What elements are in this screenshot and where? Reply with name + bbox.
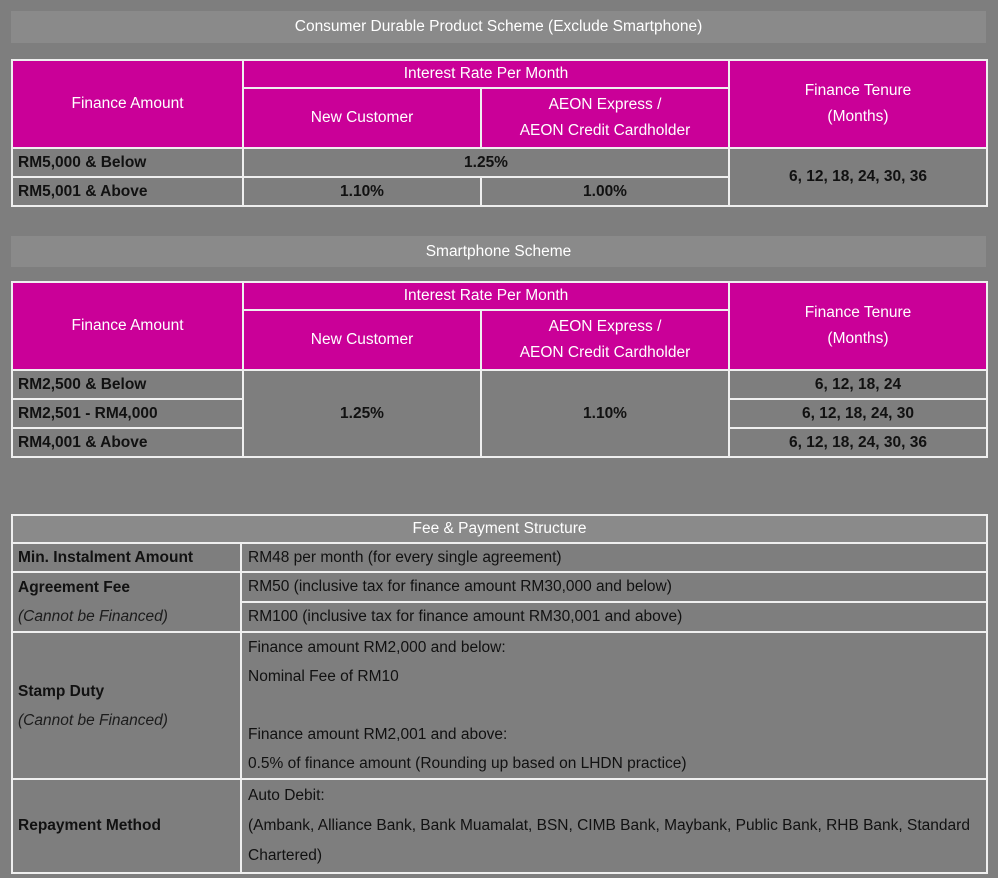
finance-amount-cell: RM4,001 & Above	[11, 427, 244, 458]
fee-table-title: Fee & Payment Structure	[11, 514, 988, 544]
consumer-data-row-2: RM5,001 & Above 1.10% 1.00%	[11, 176, 987, 207]
smartphone-data-row-3: RM4,001 & Above 6, 12, 18, 24, 30, 36	[11, 427, 988, 458]
finance-amount-cell: RM2,501 - RM4,000	[11, 398, 244, 429]
stamp-duty-label: Stamp Duty	[18, 682, 105, 700]
min-instalment-value: RM48 per month (for every single agreeme…	[240, 542, 988, 573]
consumer-header-row-2: New Customer AEON Express / AEON Credit …	[12, 87, 987, 149]
agreement-fee-label: Agreement Fee	[18, 579, 130, 596]
stamp-duty-label-cell: Stamp Duty (Cannot be Financed)	[11, 631, 242, 780]
cardholder-header-line2: AEON Credit Cardholder	[519, 344, 691, 361]
tenure-cell: 6, 12, 18, 24	[728, 369, 988, 400]
agreement-fee-value-2: RM100 (inclusive tax for finance amount …	[240, 601, 988, 633]
repayment-line-2: (Ambank, Alliance Bank, Bank Muamalat, B…	[248, 817, 970, 864]
tenure-cell-merged: 6, 12, 18, 24, 30, 36	[728, 147, 988, 207]
cardholder-header-line2: AEON Credit Cardholder	[519, 122, 691, 139]
stamp-duty-value-cell: Finance amount RM2,000 and below: Nomina…	[240, 631, 988, 780]
interest-rate-header: Interest Rate Per Month	[242, 59, 730, 89]
rate-new-cell-merged: 1.25%	[242, 369, 482, 458]
min-instalment-row: Min. Instalment Amount RM48 per month (f…	[11, 542, 988, 573]
rate-cardholder-cell-merged: 1.10%	[480, 369, 730, 458]
stamp-duty-row: Stamp Duty (Cannot be Financed) Finance …	[11, 631, 988, 780]
smartphone-data-row-2: RM2,501 - RM4,000 6, 12, 18, 24, 30	[11, 398, 988, 429]
new-customer-header: New Customer	[242, 309, 482, 371]
tenure-cell: 6, 12, 18, 24, 30, 36	[728, 427, 988, 458]
smartphone-data-row-1: RM2,500 & Below 1.25% 1.10% 6, 12, 18, 2…	[11, 369, 988, 458]
consumer-durable-title: Consumer Durable Product Scheme (Exclude…	[294, 18, 703, 35]
stamp-duty-line-3: Finance amount RM2,001 and above:	[248, 726, 508, 743]
consumer-header-row-1: Finance Amount Interest Rate Per Month F…	[11, 59, 988, 149]
finance-tenure-header-line1: Finance Tenure	[804, 304, 912, 321]
finance-amount-header: Finance Amount	[11, 59, 244, 149]
min-instalment-label: Min. Instalment Amount	[11, 542, 242, 573]
stamp-duty-note: (Cannot be Financed)	[18, 711, 168, 729]
smartphone-title: Smartphone Scheme	[425, 242, 572, 260]
repayment-method-label: Repayment Method	[11, 778, 242, 874]
agreement-fee-label-cell: Agreement Fee (Cannot be Financed)	[11, 571, 242, 633]
rate-cell-merged: 1.25%	[242, 147, 730, 178]
repayment-method-row: Repayment Method Auto Debit: (Ambank, Al…	[11, 778, 988, 874]
fee-payment-table: Fee & Payment Structure Min. Instalment …	[11, 514, 988, 874]
agreement-fee-value-1: RM50 (inclusive tax for finance amount R…	[240, 571, 988, 603]
finance-tenure-header: Finance Tenure (Months)	[728, 59, 988, 149]
finance-amount-cell: RM5,000 & Below	[11, 147, 244, 178]
consumer-durable-title-bar: Consumer Durable Product Scheme (Exclude…	[11, 11, 986, 43]
agreement-fee-row-2: RM100 (inclusive tax for finance amount …	[12, 601, 988, 633]
repayment-method-value-cell: Auto Debit: (Ambank, Alliance Bank, Bank…	[240, 778, 988, 874]
finance-amount-cell: RM2,500 & Below	[11, 369, 244, 400]
stamp-duty-line-4: 0.5% of finance amount (Rounding up base…	[248, 755, 687, 772]
smartphone-header-row-2: New Customer AEON Express / AEON Credit …	[12, 309, 987, 371]
stamp-duty-line-2: Nominal Fee of RM10	[248, 668, 399, 685]
new-customer-header: New Customer	[242, 87, 482, 149]
rate-cardholder-cell: 1.00%	[480, 176, 730, 207]
smartphone-header-row-1: Finance Amount Interest Rate Per Month F…	[11, 281, 988, 371]
cardholder-header: AEON Express / AEON Credit Cardholder	[480, 309, 730, 371]
consumer-durable-table: Finance Amount Interest Rate Per Month F…	[11, 59, 988, 207]
stamp-duty-line-1: Finance amount RM2,000 and below:	[248, 639, 506, 656]
cardholder-header-line1: AEON Express /	[548, 318, 662, 335]
cardholder-header: AEON Express / AEON Credit Cardholder	[480, 87, 730, 149]
rate-new-cell: 1.10%	[242, 176, 482, 207]
smartphone-table: Finance Amount Interest Rate Per Month F…	[11, 281, 988, 458]
agreement-fee-note: (Cannot be Financed)	[18, 608, 168, 625]
consumer-data-row-1: RM5,000 & Below 1.25% 6, 12, 18, 24, 30,…	[11, 147, 988, 207]
agreement-fee-row-1: Agreement Fee (Cannot be Financed) RM50 …	[11, 571, 988, 633]
cardholder-header-line1: AEON Express /	[548, 96, 662, 113]
finance-tenure-header-line2: (Months)	[827, 330, 889, 347]
finance-amount-header: Finance Amount	[11, 281, 244, 371]
repayment-line-1: Auto Debit:	[248, 787, 325, 804]
finance-tenure-header-line2: (Months)	[827, 108, 889, 125]
finance-tenure-header-line1: Finance Tenure	[804, 82, 912, 99]
interest-rate-header: Interest Rate Per Month	[242, 281, 730, 311]
smartphone-title-bar: Smartphone Scheme	[11, 236, 986, 267]
stamp-duty-line-blank	[248, 691, 985, 720]
finance-tenure-header: Finance Tenure (Months)	[728, 281, 988, 371]
tenure-cell: 6, 12, 18, 24, 30	[728, 398, 988, 429]
finance-amount-cell: RM5,001 & Above	[11, 176, 244, 207]
fee-header-row: Fee & Payment Structure	[11, 514, 988, 544]
